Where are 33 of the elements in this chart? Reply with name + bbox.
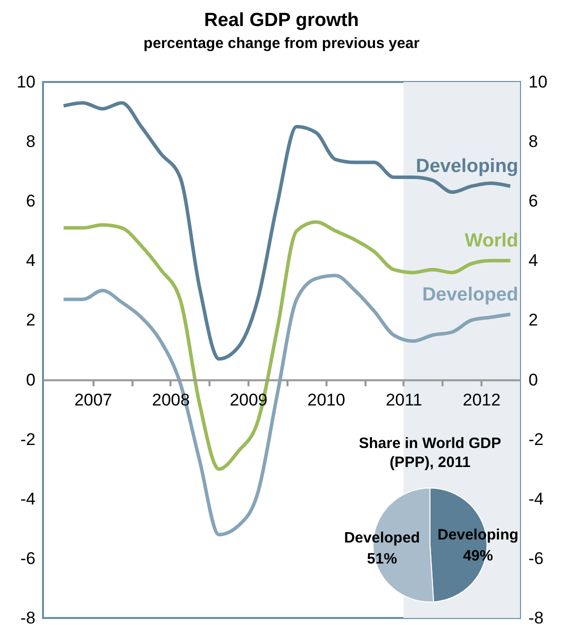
- series-label: World: [464, 230, 518, 252]
- y2-tick-label: -6: [528, 548, 544, 568]
- y-tick-label: 0: [26, 370, 36, 390]
- series-label: Developing: [416, 156, 518, 178]
- series-label: Developed: [422, 284, 518, 306]
- x-tick-label: 2012: [462, 390, 501, 410]
- y-tick-label: 6: [26, 192, 36, 211]
- chart-subtitle: percentage change from previous year: [144, 35, 420, 52]
- y2-tick-label: 2: [528, 310, 538, 330]
- x-tick-label: 2011: [386, 390, 422, 410]
- y-tick-label: 8: [26, 132, 36, 152]
- y-tick-label: -8: [20, 608, 36, 625]
- y-tick-label: -2: [20, 430, 36, 449]
- y-tick-label: -6: [20, 548, 36, 568]
- x-tick-label: 2007: [74, 390, 112, 410]
- y2-tick-label: 0: [528, 370, 538, 390]
- y2-tick-label: 10: [528, 72, 548, 92]
- y2-tick-label: 8: [528, 132, 538, 152]
- y-tick-label: -4: [20, 489, 36, 508]
- y-tick-label: 4: [26, 251, 36, 270]
- x-tick-label: 2010: [307, 390, 346, 410]
- y2-tick-label: 6: [528, 192, 538, 211]
- x-tick-label: 2008: [152, 390, 190, 410]
- chart-title: Share in World GDP (PPP), 2011: [358, 435, 502, 471]
- y2-tick-label: -4: [528, 489, 544, 508]
- chart-title: Real GDP growth: [204, 10, 359, 31]
- data-label: 51%: [367, 550, 398, 568]
- y-tick-label: 10: [16, 72, 36, 92]
- y2-tick-label: 4: [528, 251, 538, 270]
- y2-tick-label: -8: [528, 608, 544, 625]
- y2-tick-label: -2: [528, 430, 544, 449]
- y-tick-label: 2: [26, 310, 36, 330]
- slice-label: Developed: [344, 530, 420, 547]
